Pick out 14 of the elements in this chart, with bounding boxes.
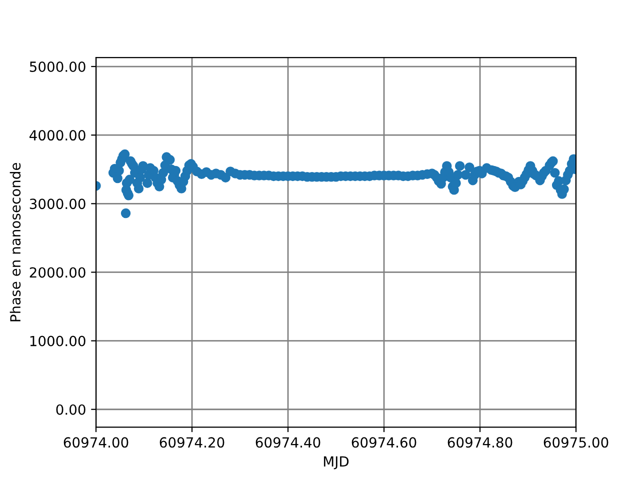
x-tick-label: 60974.20 bbox=[160, 437, 224, 448]
x-tick-label: 60974.00 bbox=[64, 437, 128, 448]
y-tick-label: 1000.00 bbox=[30, 336, 86, 346]
y-tick-label: 3000.00 bbox=[30, 198, 86, 210]
y-tick-label: 5000.00 bbox=[30, 61, 86, 72]
y-tick-label: 2000.00 bbox=[30, 267, 86, 278]
x-tick-label: 60974.80 bbox=[448, 437, 512, 448]
y-tick-label: 4000.00 bbox=[30, 130, 86, 141]
y-tick-label: 0.00 bbox=[56, 404, 86, 415]
y-axis-title: Phase en nanoseconde bbox=[10, 162, 21, 322]
x-axis-title: MJD bbox=[324, 456, 349, 470]
x-tick-label: 60974.40 bbox=[256, 437, 320, 448]
x-tick-label: 60974.60 bbox=[352, 437, 416, 448]
x-tick-label: 60975.00 bbox=[544, 437, 608, 448]
